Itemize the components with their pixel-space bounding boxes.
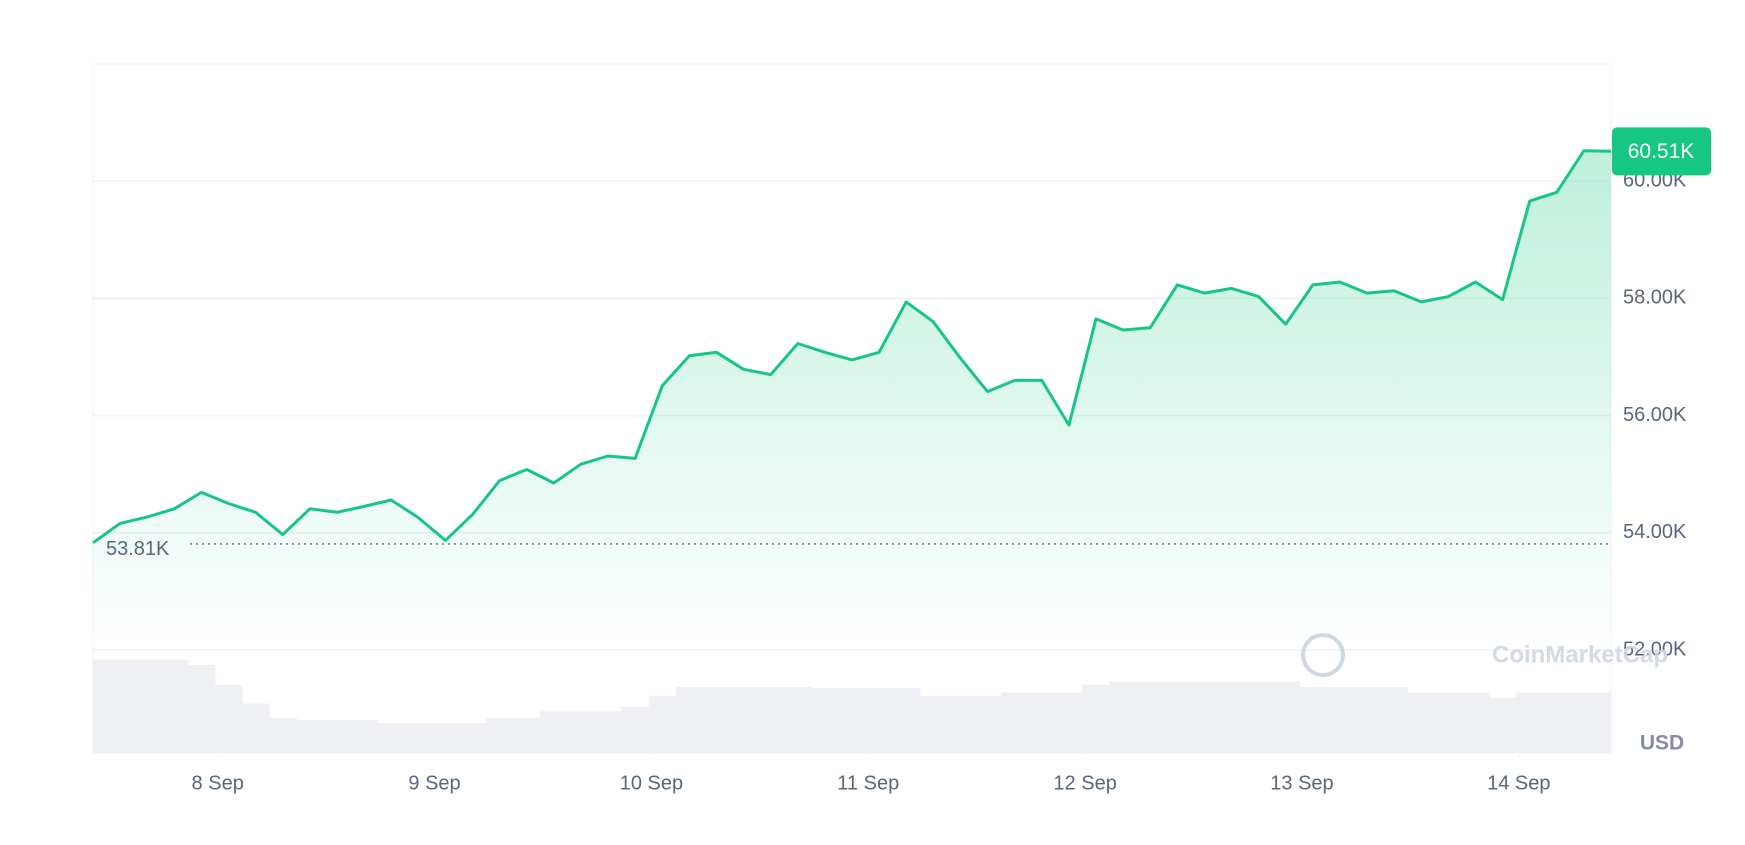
- volume-bar: [1136, 681, 1165, 753]
- volume-bar: [1380, 687, 1409, 753]
- volume-bar: [1461, 692, 1490, 753]
- volume-bar: [458, 723, 487, 753]
- x-tick-label: 9 Sep: [408, 772, 460, 794]
- volume-bar: [1489, 698, 1517, 753]
- x-tick-label: 12 Sep: [1053, 772, 1116, 794]
- volume-bar: [133, 659, 162, 753]
- volume-bar: [106, 659, 135, 753]
- volume-bar: [160, 659, 189, 753]
- volume-bar: [1407, 692, 1436, 753]
- volume-bar: [1516, 692, 1544, 753]
- watermark-logo: [1301, 633, 1345, 677]
- volume-bar: [865, 688, 894, 753]
- last-price-label: 60.51K: [1628, 140, 1695, 163]
- volume-bar: [621, 706, 650, 753]
- volume-bar: [1028, 692, 1056, 753]
- x-tick-label: 13 Sep: [1270, 772, 1333, 794]
- last-price-badge: [1612, 127, 1711, 176]
- volume-bar: [1570, 692, 1598, 753]
- x-tick-label: 14 Sep: [1487, 772, 1550, 794]
- volume-bar: [540, 711, 568, 753]
- watermark: CoinMarketCap: [1492, 641, 1668, 668]
- volume-bar: [269, 717, 297, 753]
- volume-bar: [1163, 681, 1192, 753]
- volume-bar: [296, 720, 324, 753]
- volume-bar: [1217, 681, 1246, 753]
- volume-bar: [973, 695, 1002, 753]
- volume-bar: [1326, 687, 1354, 753]
- volume-bar: [1353, 687, 1382, 753]
- x-tick-label: 10 Sep: [620, 772, 683, 794]
- volume-bar: [919, 695, 948, 753]
- volume-bar: [350, 720, 379, 753]
- volume-bar: [1434, 692, 1463, 753]
- volume-bar: [892, 688, 921, 753]
- volume-bar: [93, 659, 108, 753]
- volume-bar: [1109, 681, 1138, 753]
- currency-label: USD: [1640, 732, 1684, 755]
- volume-bar: [323, 720, 352, 753]
- volume-bar: [1055, 692, 1083, 753]
- x-tick-label: 11 Sep: [837, 772, 899, 794]
- y-tick-label: 58.00K: [1623, 287, 1687, 309]
- volume-bar: [757, 687, 785, 753]
- volume-bar: [1001, 692, 1029, 753]
- volume-bar: [1082, 684, 1111, 753]
- volume-bar: [486, 717, 514, 753]
- volume-bar: [431, 723, 460, 753]
- volume-bar: [214, 684, 243, 753]
- volume-bar: [811, 688, 839, 753]
- volume-bar: [1245, 681, 1273, 753]
- volume-bar: [702, 687, 731, 753]
- volume-bar: [594, 711, 623, 753]
- volume-bar: [1190, 681, 1219, 753]
- volume-bar: [730, 687, 758, 753]
- price-area: [93, 150, 1611, 650]
- volume-bar: [675, 687, 704, 753]
- volume-bar: [1299, 687, 1327, 753]
- volume-bar: [513, 717, 541, 753]
- y-tick-label: 54.00K: [1623, 521, 1687, 543]
- y-tick-label: 52.00K: [1623, 638, 1687, 660]
- volume-bar: [784, 687, 812, 753]
- volume-bar: [838, 688, 867, 753]
- price-line: [92, 149, 1612, 545]
- volume-bar: [1272, 681, 1300, 753]
- volume-bar: [1597, 692, 1612, 753]
- volume-bar: [377, 723, 406, 753]
- volume-bar: [567, 711, 595, 753]
- volume-bar: [1543, 692, 1571, 753]
- y-tick-label: 56.00K: [1623, 404, 1687, 426]
- volume-bar: [242, 703, 270, 753]
- volume-bar: [404, 723, 433, 753]
- volume-bar: [187, 665, 216, 753]
- volume-bar: [946, 695, 975, 753]
- x-tick-label: 8 Sep: [192, 772, 244, 794]
- volume-bar: [648, 695, 677, 753]
